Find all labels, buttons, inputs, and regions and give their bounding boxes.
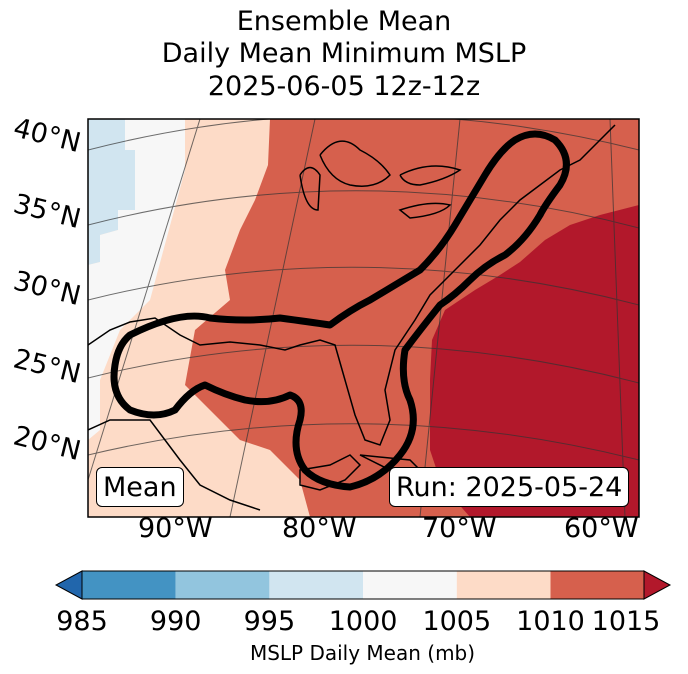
colorbar-segment-1005-1010 xyxy=(456,571,551,599)
run-date-box: Run: 2025-05-24 xyxy=(389,467,630,507)
colorbar xyxy=(54,570,672,600)
title-line-1: Ensemble Mean xyxy=(236,6,452,37)
coastlines xyxy=(88,124,616,511)
lon-label-80w: 80°W xyxy=(282,513,357,544)
pressure-field xyxy=(88,119,639,517)
mean-label-box: Mean xyxy=(96,467,184,507)
colorbar-frame xyxy=(81,570,645,600)
colorbar-segment-990-995 xyxy=(175,571,270,599)
colorbar-label: MSLP Daily Mean (mb) xyxy=(249,641,476,665)
colorbar-segment-1010-1015 xyxy=(550,571,645,599)
colorbar-tick-995: 995 xyxy=(243,606,296,637)
colorbar-extend-low xyxy=(54,570,83,600)
lon-label-70w: 70°W xyxy=(422,513,497,544)
colorbar-segment-1000-1005 xyxy=(363,571,457,599)
lon-label-90w: 90°W xyxy=(138,513,213,544)
colorbar-segment-985-990 xyxy=(82,571,176,599)
colorbar-extend-high xyxy=(643,570,672,600)
colorbar-tick-1000: 1000 xyxy=(328,606,398,637)
lon-label-60w: 60°W xyxy=(564,513,639,544)
title-line-2: Daily Mean Minimum MSLP xyxy=(161,38,527,69)
colorbar-segment-995-1000 xyxy=(269,571,364,599)
colorbar-tick-1015: 1015 xyxy=(591,606,661,637)
colorbar-tick-1010: 1010 xyxy=(516,606,585,637)
map-frame xyxy=(87,118,640,518)
colorbar-tick-985: 985 xyxy=(56,606,108,637)
title-line-3: 2025-06-05 12z-12z xyxy=(207,71,481,102)
colorbar-tick-1005: 1005 xyxy=(422,606,492,637)
field-995-1000 xyxy=(88,119,135,265)
colorbar-tick-990: 990 xyxy=(149,606,202,637)
ensemble-contour xyxy=(110,130,570,491)
field-1000-1005 xyxy=(88,119,185,440)
